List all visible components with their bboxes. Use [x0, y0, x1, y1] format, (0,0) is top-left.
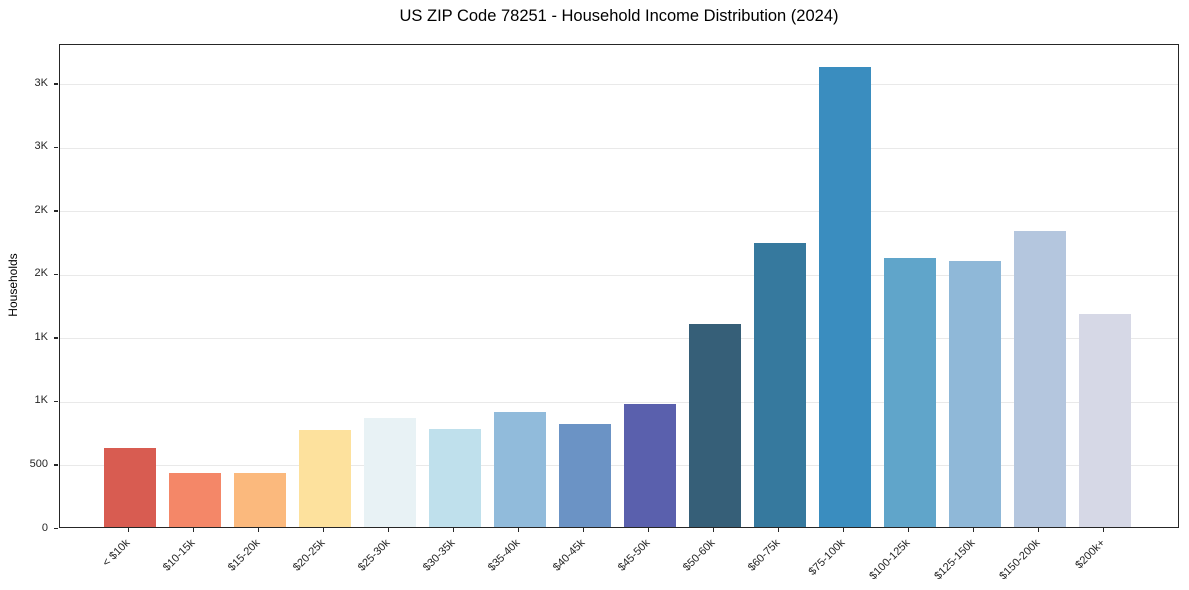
bar-60-75k	[753, 242, 806, 527]
bar-125-150k	[948, 260, 1001, 527]
x-tick-label: < $10k	[99, 537, 132, 570]
x-tick-mark	[258, 528, 260, 532]
y-tick-label: 0	[41, 521, 48, 534]
y-tick-mark	[54, 464, 58, 466]
x-tick-mark	[323, 528, 325, 532]
gridline	[60, 338, 1178, 340]
y-tick-mark	[54, 400, 58, 403]
bar-15-20k	[233, 473, 286, 527]
y-tick-mark	[54, 528, 58, 530]
x-tick-mark	[908, 528, 910, 532]
y-tick-mark	[54, 337, 58, 339]
y-tick-label: 2K	[34, 267, 48, 280]
x-tick-mark	[583, 528, 585, 532]
y-tick-label: 500	[29, 457, 48, 470]
bar-10-15k	[168, 473, 221, 527]
y-tick-label: 1K	[34, 394, 48, 407]
gridline	[60, 211, 1178, 213]
x-tick-mark	[193, 528, 195, 532]
y-tick-label: 3K	[34, 140, 48, 153]
bar-35-40k	[493, 412, 546, 527]
x-tick-mark	[128, 528, 130, 532]
y-tick-label: 2K	[34, 203, 48, 216]
x-tick-mark	[1038, 528, 1040, 532]
x-tick-mark	[973, 528, 975, 532]
gridline	[60, 465, 1178, 467]
x-tick-mark	[453, 528, 455, 532]
bar-30-35k	[428, 428, 481, 527]
bar-25-30k	[363, 418, 416, 527]
bar-50-60k	[688, 323, 741, 527]
gridline	[60, 274, 1178, 276]
gridline	[60, 147, 1178, 149]
bar-45-50k	[623, 404, 676, 527]
x-tick-mark	[843, 528, 845, 532]
bar-150-200k	[1013, 231, 1066, 527]
x-tick-mark	[648, 528, 650, 532]
gridline	[60, 84, 1178, 86]
chart-title: US ZIP Code 78251 - Household Income Dis…	[399, 7, 839, 25]
y-tick-mark	[54, 83, 58, 85]
x-tick-mark	[518, 528, 520, 532]
x-tick-mark	[713, 528, 715, 532]
y-tick-mark	[54, 273, 58, 276]
x-tick-mark	[1103, 528, 1105, 532]
y-tick-label: 3K	[34, 76, 48, 89]
y-tick-label: 1K	[34, 330, 48, 343]
bar-75-100k	[818, 66, 871, 527]
x-tick-mark	[388, 528, 390, 532]
bar-20-25k	[298, 429, 351, 527]
x-tick-mark	[778, 528, 780, 532]
bar-40-45k	[558, 424, 611, 527]
y-tick-mark	[54, 146, 58, 149]
bar-100-125k	[883, 257, 936, 527]
bar-200k	[1078, 314, 1131, 527]
gridline	[60, 401, 1178, 403]
plot-area	[59, 44, 1179, 528]
bar-10k	[103, 448, 156, 527]
y-tick-mark	[54, 210, 58, 212]
